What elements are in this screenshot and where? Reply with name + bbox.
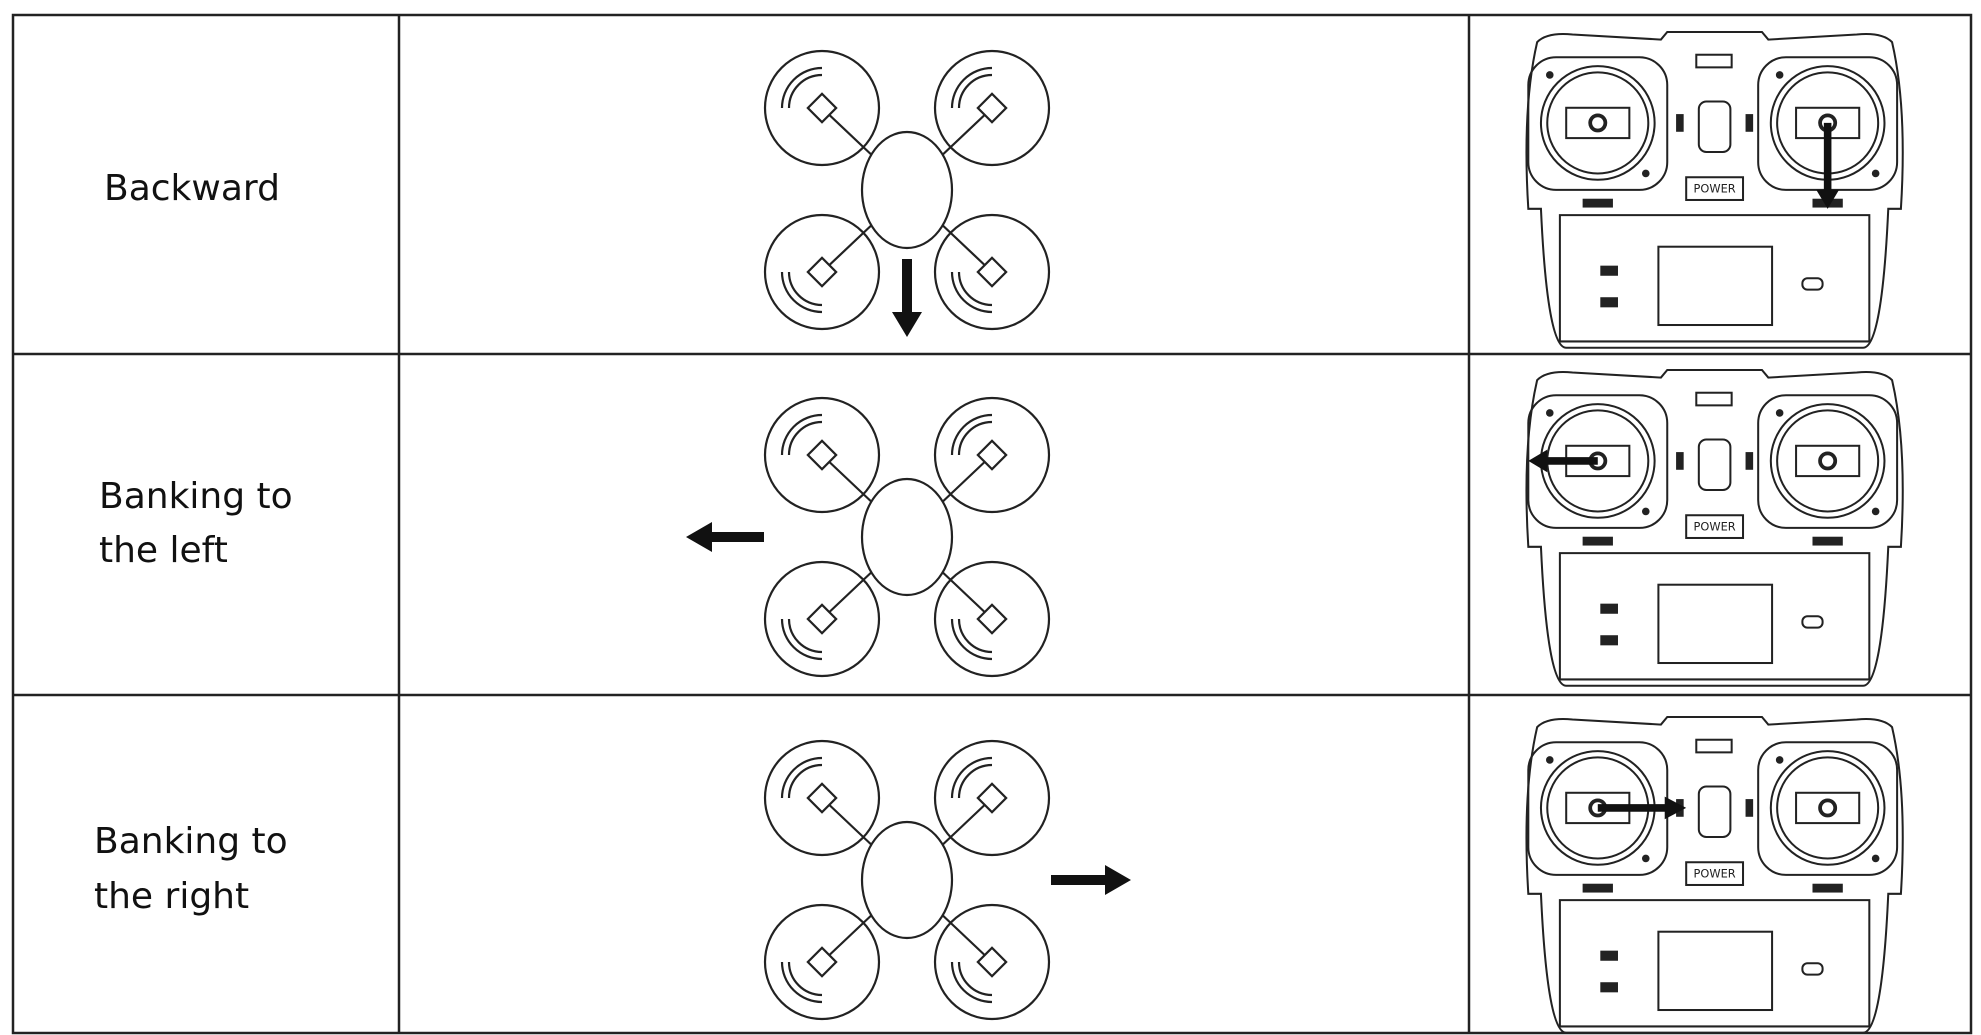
remote-body <box>1525 715 1904 1034</box>
power-label: POWER <box>1694 866 1736 880</box>
stick-gimbal <box>1776 756 1880 860</box>
row-label: Banking to <box>94 821 288 862</box>
center-knob <box>1697 100 1732 153</box>
screw <box>1641 854 1650 863</box>
switch <box>1676 114 1684 132</box>
handle <box>1695 391 1733 407</box>
screw <box>1775 409 1784 417</box>
screw <box>1775 756 1784 764</box>
screw <box>1545 756 1554 764</box>
direction-arrow <box>1051 865 1131 895</box>
screw <box>1871 854 1880 863</box>
screw <box>1545 409 1554 417</box>
switch <box>1745 452 1754 470</box>
remote-controller: POWER <box>1525 368 1904 687</box>
stick-knob <box>1588 113 1608 133</box>
slider <box>1600 982 1618 993</box>
remote-body <box>1558 214 1871 343</box>
stick-arrow <box>1597 796 1687 820</box>
stick-frame <box>1565 106 1631 140</box>
screw <box>1871 507 1880 516</box>
row-label: Backward <box>104 168 280 209</box>
trim <box>1812 536 1843 546</box>
trim <box>1582 536 1613 546</box>
stick-housing <box>1527 56 1669 191</box>
screen <box>1657 583 1774 665</box>
remote-controller: POWER <box>1525 715 1904 1034</box>
function-button <box>1801 277 1824 291</box>
screen <box>1657 245 1774 327</box>
drone-icon <box>763 739 1051 1021</box>
handle <box>1695 53 1733 69</box>
stick-gimbal <box>1776 409 1880 513</box>
slider <box>1600 297 1618 308</box>
stick-gimbal <box>1769 750 1886 866</box>
row-label: the left <box>99 530 228 571</box>
stick-arrow <box>1816 122 1840 209</box>
remote-body <box>1558 552 1871 681</box>
screw <box>1641 169 1650 178</box>
switch <box>1745 799 1754 817</box>
stick-knob <box>1818 451 1838 471</box>
remote-controller: POWER <box>1525 30 1904 349</box>
trim <box>1582 883 1613 893</box>
row-label: Banking to <box>99 476 293 517</box>
power-button <box>1685 176 1745 201</box>
remote-body <box>1525 368 1904 687</box>
drone-icon <box>763 396 1051 678</box>
direction-arrow <box>892 259 922 337</box>
trim <box>1582 198 1613 208</box>
slider <box>1600 635 1618 646</box>
stick-arrow <box>1528 449 1598 473</box>
stick-knob <box>1818 798 1838 818</box>
power-button <box>1685 514 1745 539</box>
slider <box>1600 603 1618 614</box>
stick-housing <box>1757 394 1899 529</box>
screw <box>1871 169 1880 178</box>
remote-body <box>1558 899 1871 1028</box>
slider <box>1600 950 1618 961</box>
screw <box>1641 507 1650 516</box>
slider <box>1600 265 1618 276</box>
row-label: the right <box>94 876 249 917</box>
stick-frame <box>1795 444 1861 478</box>
stick-housing <box>1757 741 1899 876</box>
stick-frame <box>1795 791 1861 825</box>
table-grid <box>11 13 1973 1035</box>
power-button <box>1685 861 1745 886</box>
screen <box>1657 930 1774 1012</box>
remote-body <box>1525 30 1904 349</box>
stick-housing <box>1527 394 1669 529</box>
function-button <box>1801 962 1824 976</box>
switch <box>1676 452 1684 470</box>
center-knob <box>1697 785 1732 838</box>
handle <box>1695 738 1733 754</box>
trim <box>1812 883 1843 893</box>
direction-arrow <box>686 522 764 552</box>
function-button <box>1801 615 1824 629</box>
screw <box>1545 71 1554 79</box>
screw <box>1775 71 1784 79</box>
power-label: POWER <box>1694 181 1736 195</box>
stick-gimbal <box>1546 71 1650 175</box>
stick-gimbal <box>1539 65 1656 181</box>
center-knob <box>1697 438 1732 491</box>
power-label: POWER <box>1694 519 1736 533</box>
switch <box>1745 114 1754 132</box>
stick-gimbal <box>1769 403 1886 519</box>
